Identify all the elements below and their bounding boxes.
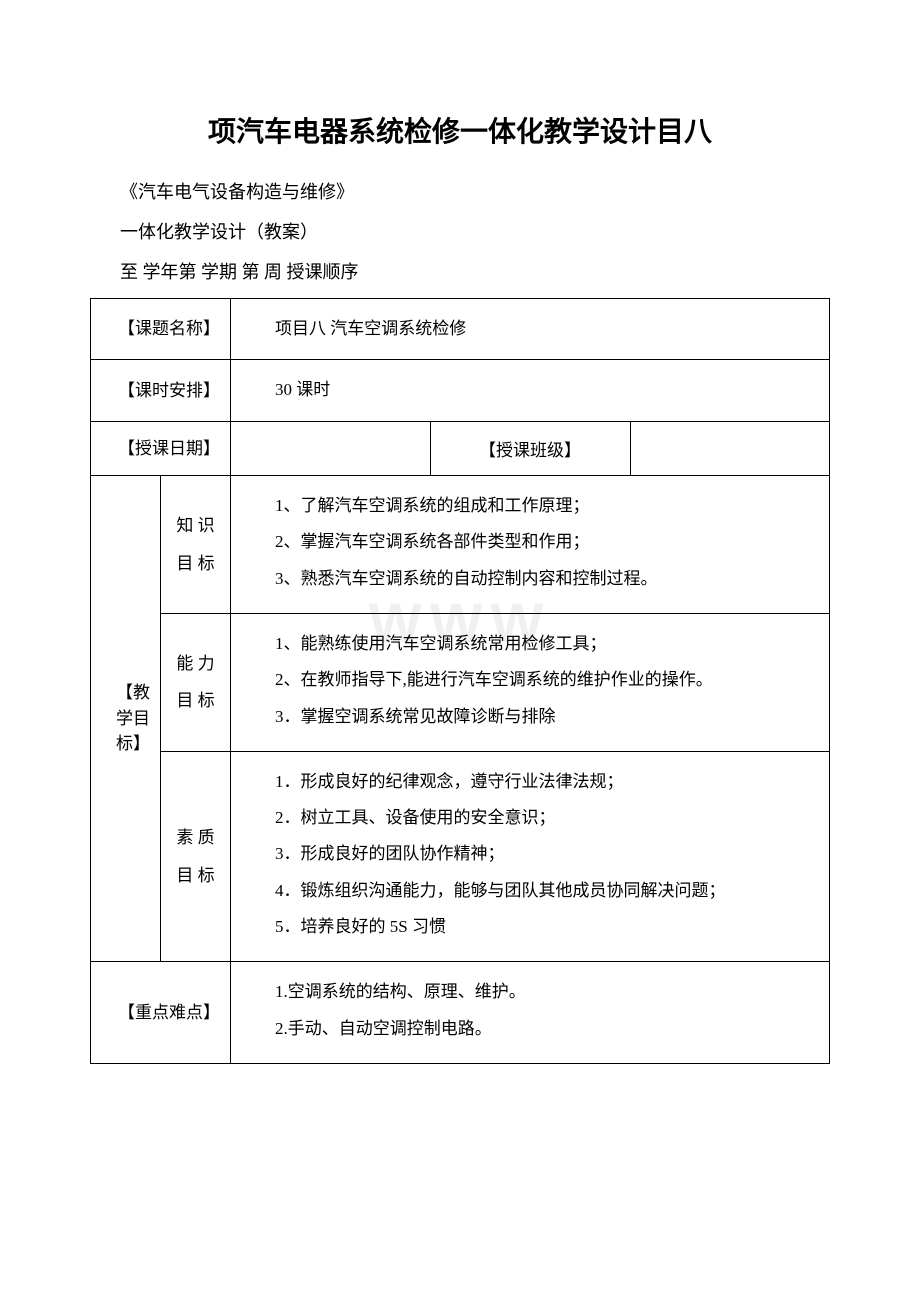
quality-label: 素 质 目 标 [161,751,231,961]
knowledge-goal-item: 3、熟悉汽车空调系统的自动控制内容和控制过程。 [241,563,819,595]
focus-label: 【重点难点】 [91,962,231,1064]
knowledge-goal-item: 1、了解汽车空调系统的组成和工作原理； [241,490,819,522]
document-title: 项汽车电器系统检修一体化教学设计目八 [90,110,830,150]
class-value [630,421,830,476]
hours-row: 【课时安排】 30 课时 [91,360,830,421]
focus-item: 2.手动、自动空调控制电路。 [241,1013,819,1045]
knowledge-goal-item: 2、掌握汽车空调系统各部件类型和作用； [241,526,819,558]
ability-goals-content: 1、能熟练使用汽车空调系统常用检修工具； 2、在教师指导下,能进行汽车空调系统的… [231,613,830,751]
quality-goal-item: 2．树立工具、设备使用的安全意识； [241,802,819,834]
topic-label: 【课题名称】 [91,299,231,360]
quality-goal-item: 1．形成良好的纪律观念，遵守行业法律法规； [241,766,819,798]
hours-value: 30 课时 [231,360,830,421]
subtitle-course: 《汽车电气设备构造与维修》 [90,178,830,204]
quality-goals-row: 素 质 目 标 1．形成良好的纪律观念，遵守行业法律法规； 2．树立工具、设备使… [91,751,830,961]
knowledge-goals-row: 【教学目标】 知 识 目 标 1、了解汽车空调系统的组成和工作原理； 2、掌握汽… [91,476,830,614]
focus-item: 1.空调系统的结构、原理、维护。 [241,976,819,1008]
topic-value: 项目八 汽车空调系统检修 [231,299,830,360]
ability-goal-item: 2、在教师指导下,能进行汽车空调系统的维护作业的操作。 [241,664,819,696]
quality-goal-item: 3．形成良好的团队协作精神； [241,838,819,870]
class-label: 【授课班级】 [430,421,630,476]
date-label: 【授课日期】 [91,421,231,476]
knowledge-goals-content: 1、了解汽车空调系统的组成和工作原理； 2、掌握汽车空调系统各部件类型和作用； … [231,476,830,614]
knowledge-label: 知 识 目 标 [161,476,231,614]
date-class-row: 【授课日期】 【授课班级】 [91,421,830,476]
quality-goals-content: 1．形成良好的纪律观念，遵守行业法律法规； 2．树立工具、设备使用的安全意识； … [231,751,830,961]
ability-goal-item: 3．掌握空调系统常见故障诊断与排除 [241,701,819,733]
focus-content: 1.空调系统的结构、原理、维护。 2.手动、自动空调控制电路。 [231,962,830,1064]
ability-goal-item: 1、能熟练使用汽车空调系统常用检修工具； [241,628,819,660]
date-value [231,421,431,476]
hours-label: 【课时安排】 [91,360,231,421]
goals-label: 【教学目标】 [91,476,161,962]
subtitle-design: 一体化教学设计（教案） [90,218,830,244]
quality-goal-item: 5．培养良好的 5S 习惯 [241,911,819,943]
subtitle-term: 至 学年第 学期 第 周 授课顺序 [90,258,830,284]
ability-label: 能 力 目 标 [161,613,231,751]
lesson-plan-table: 【课题名称】 项目八 汽车空调系统检修 【课时安排】 30 课时 【授课日期】 … [90,298,830,1064]
ability-goals-row: 能 力 目 标 1、能熟练使用汽车空调系统常用检修工具； 2、在教师指导下,能进… [91,613,830,751]
topic-row: 【课题名称】 项目八 汽车空调系统检修 [91,299,830,360]
focus-row: 【重点难点】 1.空调系统的结构、原理、维护。 2.手动、自动空调控制电路。 [91,962,830,1064]
quality-goal-item: 4．锻炼组织沟通能力，能够与团队其他成员协同解决问题； [241,875,819,907]
